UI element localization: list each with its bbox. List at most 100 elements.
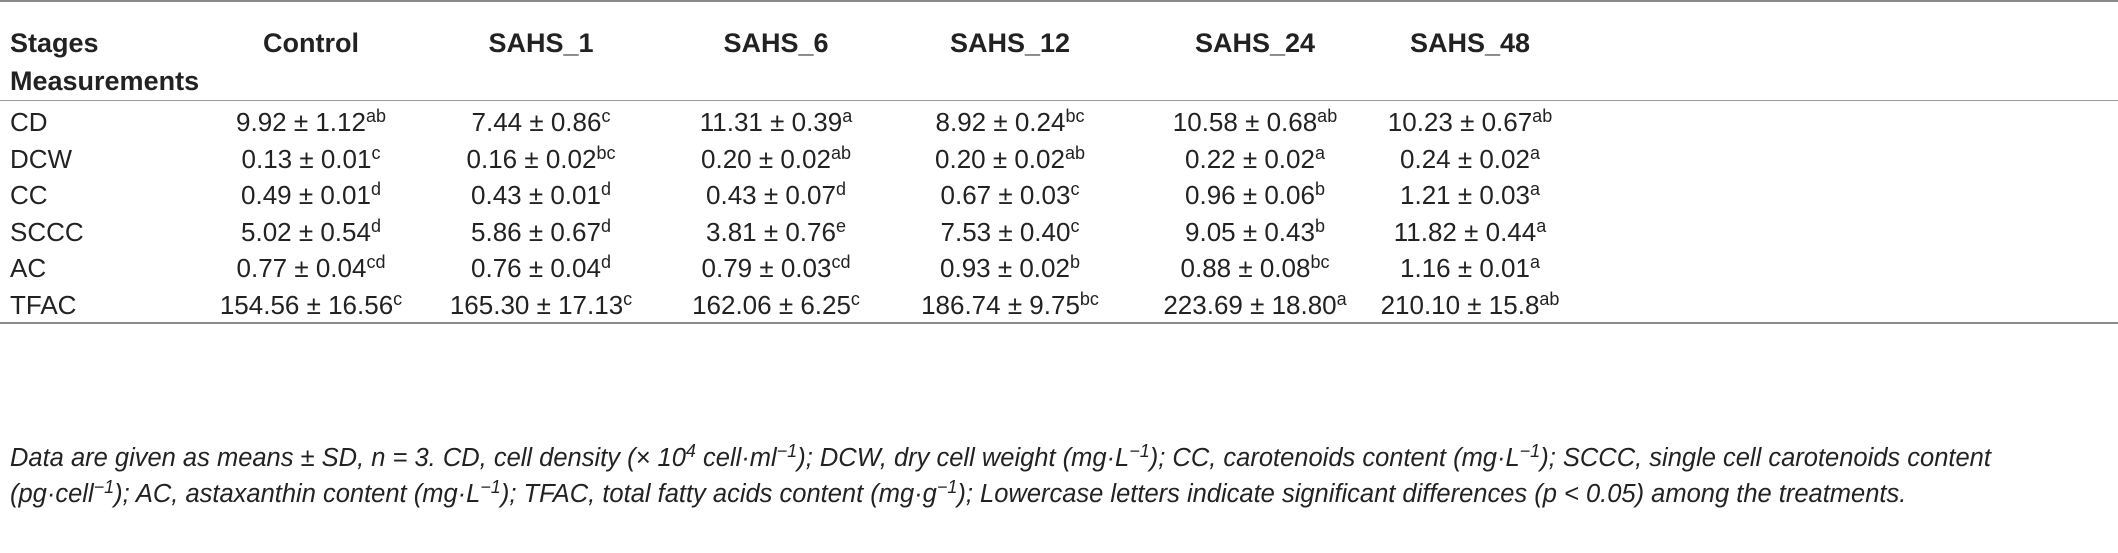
cell-value: 1.16 ± 0.01 (1400, 253, 1530, 283)
table-cell: 9.92 ± 1.12ab (236, 107, 386, 137)
footnote-sup: −1 (93, 477, 115, 497)
header-stages: Stages (10, 28, 99, 58)
significance-letters: c (393, 288, 403, 309)
table-cell: 186.74 ± 9.75bc (921, 290, 1099, 320)
significance-letters: a (1536, 215, 1547, 236)
footnote-sup: −1 (1129, 441, 1150, 461)
significance-letters: d (600, 252, 611, 272)
footnote-sup: −1 (776, 441, 798, 461)
cell-value: 0.13 ± 0.01 (241, 143, 372, 174)
table-row: DCW 0.13 ± 0.01c 0.16 ± 0.02bc 0.20 ± 0.02a… (0, 140, 2118, 177)
significance-letters: d (370, 215, 381, 236)
significance-letters: d (835, 179, 846, 199)
row-label: CC (10, 180, 48, 210)
significance-letters: cd (366, 252, 386, 272)
header-sahs-48: SAHS_48 (1409, 28, 1531, 58)
cell-value: 165.30 ± 17.13 (449, 289, 624, 320)
footnote-sup: 4 (685, 441, 696, 461)
significance-letters: d (370, 179, 381, 199)
table-cell: 0.20 ± 0.02ab (935, 144, 1085, 174)
bottom-rule (0, 322, 2118, 324)
significance-letters: ab (1532, 106, 1553, 126)
significance-letters: c (1070, 179, 1080, 199)
table-cell: 3.81 ± 0.76e (706, 217, 846, 247)
cell-value: 11.82 ± 0.44 (1393, 216, 1537, 247)
table-row: CC 0.49 ± 0.01d 0.43 ± 0.01d 0.43 ± 0.07d 0.… (0, 176, 2118, 213)
significance-letters: a (1529, 142, 1540, 163)
footnote-text: ); CC, carotenoids content (mg·L (1149, 444, 1520, 472)
table-cell: 7.44 ± 0.86c (472, 107, 611, 137)
cell-value: 0.96 ± 0.06 (1185, 180, 1315, 210)
table-cell: 0.22 ± 0.02a (1185, 144, 1325, 174)
significance-letters: e (835, 215, 846, 236)
table-cell: 0.13 ± 0.01c (242, 144, 381, 174)
table-body: CD 9.92 ± 1.12ab 7.44 ± 0.86c 11.31 ± 0.39a… (0, 101, 2118, 322)
significance-letters: bc (1079, 288, 1099, 309)
footnote-text: ); TFAC, total fatty acids content (mg·g (500, 480, 937, 508)
row-label: CD (10, 107, 48, 137)
footnote-text: ); SCCC, single cell carotenoids content… (10, 444, 1991, 508)
significance-letters: a (842, 106, 853, 126)
data-table: Stages Measurements Control SAHS_1 SAHS_… (0, 0, 2118, 324)
significance-letters: ab (1317, 106, 1338, 126)
footnote-sup: −1 (936, 477, 958, 497)
significance-letters: ab (365, 106, 386, 126)
cell-value: 223.69 ± 18.80 (1163, 289, 1337, 320)
cell-value: 1.21 ± 0.03 (1400, 180, 1530, 210)
top-rule (0, 0, 2118, 2)
table-cell: 154.56 ± 16.56c (220, 290, 402, 320)
table-cell: 1.16 ± 0.01a (1400, 253, 1540, 283)
significance-letters: a (1314, 142, 1325, 163)
footnote-text: ); Lowercase letters indicate significan… (957, 480, 1907, 508)
row-label: DCW (10, 143, 73, 174)
cell-value: 5.86 ± 0.67 (471, 216, 601, 247)
significance-letters: d (600, 179, 611, 199)
table-row: TFAC 154.56 ± 16.56c 165.30 ± 17.13c 162.06… (0, 286, 2118, 323)
significance-letters: cd (831, 252, 851, 272)
cell-value: 0.20 ± 0.02 (701, 143, 831, 174)
significance-letters: b (1314, 215, 1325, 236)
header-sahs-12: SAHS_12 (949, 28, 1071, 58)
table-cell: 7.53 ± 0.40c (941, 217, 1080, 247)
significance-letters: a (1336, 288, 1347, 309)
significance-letters: b (1314, 179, 1325, 199)
significance-letters: a (1529, 179, 1540, 199)
significance-letters: bc (596, 142, 616, 163)
cell-value: 0.88 ± 0.08 (1180, 253, 1311, 283)
cell-value: 11.31 ± 0.39 (699, 107, 843, 137)
table-row: AC 0.77 ± 0.04cd 0.76 ± 0.04d 0.79 ± 0.03cd… (0, 249, 2118, 286)
table-cell: 5.02 ± 0.54d (241, 217, 381, 247)
table-cell: 0.96 ± 0.06b (1185, 180, 1325, 210)
header-sahs-24: SAHS_24 (1194, 28, 1316, 58)
table-cell: 5.86 ± 0.67d (471, 217, 611, 247)
cell-value: 7.53 ± 0.40 (940, 216, 1071, 247)
footnote-sup: −1 (480, 477, 501, 497)
significance-letters: bc (1310, 252, 1330, 272)
cell-value: 0.79 ± 0.03 (701, 253, 832, 283)
cell-value: 9.05 ± 0.43 (1185, 216, 1315, 247)
significance-letters: d (600, 215, 611, 236)
table-cell: 8.92 ± 0.24bc (936, 107, 1085, 137)
cell-value: 210.10 ± 15.8 (1380, 289, 1540, 320)
footnote-text: ); AC, astaxanthin content (mg·L (114, 480, 481, 508)
significance-letters: c (1070, 215, 1080, 236)
table-cell: 165.30 ± 17.13c (450, 290, 632, 320)
table-cell: 0.93 ± 0.02b (940, 253, 1080, 283)
cell-value: 186.74 ± 9.75 (921, 289, 1080, 320)
table-cell: 0.43 ± 0.07d (706, 180, 846, 210)
cell-value: 10.58 ± 0.68 (1172, 107, 1318, 137)
cell-value: 0.77 ± 0.04 (236, 253, 367, 283)
row-label: AC (10, 253, 47, 283)
cell-value: 5.02 ± 0.54 (241, 216, 371, 247)
table-cell: 0.16 ± 0.02bc (467, 144, 616, 174)
significance-letters: ab (830, 142, 851, 163)
table-cell: 0.20 ± 0.02ab (701, 144, 851, 174)
table-cell: 0.77 ± 0.04cd (237, 253, 386, 283)
significance-letters: ab (1539, 288, 1560, 309)
table-cell: 9.05 ± 0.43b (1185, 217, 1325, 247)
cell-value: 154.56 ± 16.56 (219, 289, 394, 320)
table-cell: 210.10 ± 15.8ab (1381, 290, 1560, 320)
footnote-text: Data are given as means ± SD, n = 3. CD,… (10, 444, 686, 472)
row-label: SCCC (10, 216, 84, 247)
significance-letters: c (601, 106, 611, 126)
